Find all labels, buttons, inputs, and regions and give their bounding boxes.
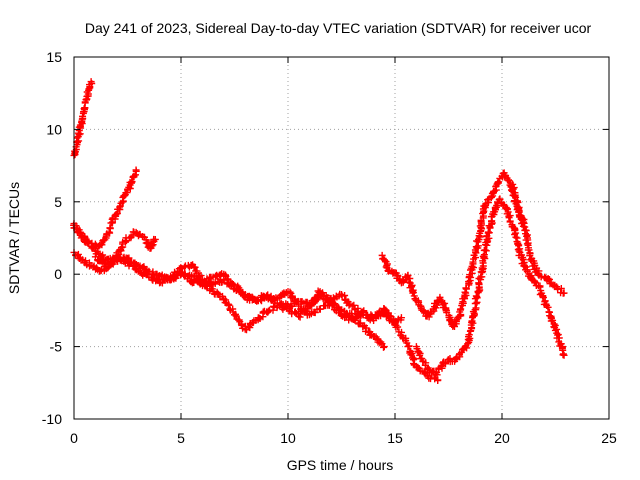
- data-point: [487, 193, 495, 201]
- data-marker-run: [232, 310, 249, 332]
- x-axis-label: GPS time / hours: [287, 457, 394, 473]
- series-arc-6: [166, 261, 405, 328]
- data-marker-run: [469, 275, 485, 316]
- data-marker-run: [503, 205, 516, 231]
- data-marker-run: [361, 322, 376, 339]
- data-marker-run: [549, 281, 561, 291]
- data-marker-run: [475, 202, 489, 243]
- data-marker-run: [189, 261, 205, 284]
- data-point: [151, 235, 159, 243]
- data-marker-run: [297, 298, 311, 308]
- data-marker-run: [113, 238, 129, 258]
- series-arc-5: [91, 253, 388, 351]
- data-marker-run: [509, 184, 523, 213]
- series-arc-9: [509, 180, 568, 297]
- data-marker-run: [542, 274, 554, 288]
- x-tick-label: 5: [177, 430, 185, 446]
- plot-frame-layer: [73, 56, 610, 420]
- data-marker-run: [414, 363, 429, 378]
- data-marker-run: [275, 289, 290, 301]
- data-marker-run: [392, 321, 410, 343]
- data-marker-run: [102, 219, 116, 240]
- data-marker-run: [81, 234, 99, 255]
- y-tick-label: -5: [50, 339, 63, 355]
- series-arc-1: [70, 78, 96, 159]
- data-marker-run: [510, 224, 524, 253]
- data-marker-run: [523, 266, 535, 282]
- series-arc-7: [378, 169, 528, 330]
- data-marker-run: [379, 255, 392, 275]
- data-marker-run: [338, 292, 354, 309]
- data-marker-run: [221, 296, 238, 319]
- data-marker-run: [450, 314, 462, 330]
- data-marker-run: [467, 237, 482, 272]
- data-marker-run: [515, 208, 530, 234]
- data-marker-run: [515, 248, 530, 271]
- data-point: [380, 343, 388, 351]
- y-tick-label: 5: [54, 194, 62, 210]
- data-point: [560, 351, 568, 359]
- x-tick-label: 0: [70, 430, 78, 446]
- data-marker-run: [411, 295, 423, 309]
- data-marker-run: [244, 292, 259, 303]
- data-marker-run: [464, 311, 478, 346]
- chart-title: Day 241 of 2023, Sidereal Day-to-day VTE…: [85, 20, 592, 36]
- y-tick-label: 0: [54, 266, 62, 282]
- data-marker-run: [399, 273, 411, 286]
- data-point: [132, 166, 140, 174]
- data-marker-run: [459, 342, 471, 353]
- y-axis-label: SDTVAR / TECUs: [6, 182, 22, 294]
- data-point: [87, 78, 95, 86]
- data-marker-run: [522, 231, 536, 264]
- grid-layer: [74, 57, 609, 419]
- y-tick-label: -10: [42, 411, 62, 427]
- x-tick-label: 15: [387, 430, 403, 446]
- data-marker-run: [402, 336, 420, 371]
- data-marker-run: [73, 134, 83, 149]
- data-marker-run: [97, 236, 109, 249]
- data-marker-run: [371, 333, 387, 351]
- y-tick-label: 15: [46, 49, 62, 65]
- data-marks-layer: [70, 78, 568, 384]
- data-marker-run: [536, 282, 549, 305]
- x-tick-label: 25: [601, 430, 617, 446]
- data-marker-run: [132, 228, 144, 240]
- data-marker-run: [501, 172, 513, 185]
- data-point: [560, 289, 568, 297]
- ticks-layer: 0 5 10 15 20 25 -10 -5 0 5 10 15: [42, 49, 617, 446]
- data-marker-run: [547, 315, 562, 339]
- data-point: [397, 314, 405, 322]
- x-tick-label: 20: [494, 430, 510, 446]
- data-marker-run: [488, 180, 501, 200]
- data-marker-run: [286, 288, 303, 308]
- series-arc-8: [412, 195, 568, 379]
- y-tick-label: 10: [46, 121, 62, 137]
- data-marker-run: [426, 367, 438, 376]
- data-marker-run: [404, 271, 417, 297]
- x-tick-label: 10: [280, 430, 296, 446]
- plot-frame: [73, 56, 610, 420]
- data-marker-run: [413, 345, 426, 363]
- data-marker-run: [482, 210, 498, 242]
- data-marker-run: [452, 350, 464, 363]
